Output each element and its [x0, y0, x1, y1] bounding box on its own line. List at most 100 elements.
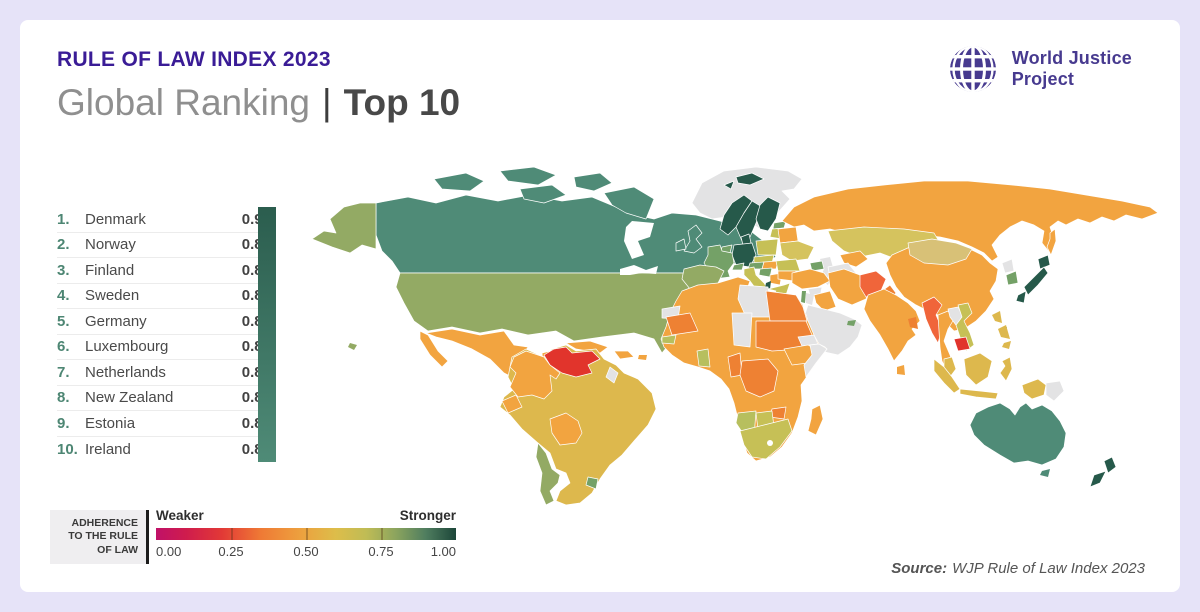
legend-endpoints: Weaker Stronger — [156, 508, 456, 523]
region-jordan — [806, 293, 814, 305]
region-caucasus — [809, 260, 825, 272]
legend-stronger-label: Stronger — [399, 508, 456, 523]
region-guianas — [605, 366, 619, 384]
region-somalia — [803, 343, 828, 378]
choropleth-map — [311, 166, 1159, 505]
region-north-korea — [1001, 258, 1015, 274]
region-cuba — [565, 340, 609, 354]
region-ukraine — [779, 240, 815, 262]
region-libya — [737, 284, 773, 318]
rank-number: 7. — [57, 363, 70, 381]
legend-tick-050: 0.50 — [293, 544, 319, 559]
region-egypt — [765, 290, 808, 322]
region-puerto-rico — [638, 355, 647, 360]
great-lakes — [620, 265, 658, 275]
wjp-logo: World Justice Project — [946, 42, 1132, 96]
region-senegal — [661, 334, 677, 345]
ranking-row: 2. Norway 0.89 — [57, 233, 271, 258]
legend-tickmark-75 — [381, 528, 383, 540]
region-romania — [775, 258, 801, 272]
region-java — [959, 388, 999, 400]
region-borneo — [963, 352, 993, 386]
region-mongolia — [907, 238, 973, 266]
region-canada-island4 — [573, 172, 613, 192]
region-australia — [969, 402, 1067, 466]
region-uk — [683, 224, 703, 254]
rank-number: 5. — [57, 312, 70, 330]
region-nz-south — [1089, 470, 1107, 488]
region-israel — [801, 291, 806, 303]
legend-label-line2: TO THE RULE — [68, 530, 138, 543]
region-baffin — [603, 186, 655, 220]
ranking-row: 9. Estonia 0.82 — [57, 411, 271, 437]
region-hispaniola — [613, 350, 635, 360]
rank-number: 10. — [57, 440, 78, 458]
title-bold: Top 10 — [343, 82, 461, 123]
region-turkey — [791, 268, 831, 290]
legend-scale: Weaker Stronger 0.00 0.25 0.50 0.75 1.00 — [156, 508, 456, 562]
ranking-row: 3. Finland 0.87 — [57, 258, 271, 284]
country-name: Denmark — [85, 210, 146, 228]
ranking-row: 1. Denmark 0.90 — [57, 207, 271, 233]
region-finland — [755, 196, 781, 232]
region-mauritania — [665, 312, 699, 336]
legend-tick-100: 1.00 — [430, 544, 456, 559]
region-japan-honshu — [1023, 266, 1049, 296]
logo-line1: World Justice — [1011, 48, 1132, 69]
region-philippines-luzon — [992, 311, 1002, 323]
country-name: Ireland — [85, 440, 131, 458]
region-sulawesi — [999, 356, 1013, 382]
region-uruguay — [585, 476, 599, 490]
region-chile — [535, 442, 561, 505]
region-canada-island2 — [499, 166, 557, 186]
ranking-row: 7. Netherlands 0.83 — [57, 360, 271, 386]
ranking-list: 1. Denmark 0.90 2. Norway 0.89 3. Finlan… — [57, 207, 271, 462]
legend-tick-075: 0.75 — [368, 544, 394, 559]
region-ghana — [696, 348, 711, 368]
region-nz-north — [1103, 456, 1117, 474]
region-hungary — [761, 260, 779, 270]
region-chad — [731, 312, 753, 348]
legend-divider — [146, 510, 149, 564]
region-iraq — [813, 290, 837, 312]
region-sumatra — [933, 358, 961, 394]
region-japan-hokkaido — [1037, 254, 1051, 270]
region-bangladesh — [908, 317, 918, 329]
rank-number: 2. — [57, 236, 70, 254]
title-light: Global Ranking — [57, 82, 310, 123]
region-colombia — [509, 350, 561, 400]
ranking-row: 10. Ireland 0.81 — [57, 437, 271, 463]
region-canada-island3 — [519, 184, 567, 204]
region-south-korea — [1005, 270, 1019, 286]
legend-tickmark-50 — [306, 528, 308, 540]
card: RULE OF LAW INDEX 2023 Global Ranking | To… — [20, 20, 1180, 592]
page-kicker: RULE OF LAW INDEX 2023 — [57, 48, 331, 71]
region-philippines-visayas — [998, 325, 1010, 339]
region-vietnam — [955, 302, 975, 352]
region-svalbard2 — [723, 180, 735, 190]
country-name: Finland — [85, 261, 135, 279]
region-new-guinea-west — [1021, 378, 1047, 400]
region-tasmania — [1040, 469, 1050, 477]
country-name: Sweden — [85, 287, 140, 305]
region-ecuador — [501, 394, 523, 414]
country-name: Estonia — [85, 414, 136, 432]
source-prefix: Source: — [891, 560, 948, 577]
legend-tick-labels: 0.00 0.25 0.50 0.75 1.00 — [156, 544, 456, 562]
country-name: Netherlands — [85, 363, 166, 381]
region-bolivia — [549, 412, 583, 446]
region-lesotho — [767, 440, 773, 446]
country-name: Luxembourg — [85, 338, 169, 356]
region-ireland — [675, 238, 687, 252]
ranking-row: 4. Sweden 0.85 — [57, 284, 271, 309]
region-svalbard — [735, 172, 765, 186]
region-iran — [827, 268, 871, 306]
region-canada-island1 — [433, 172, 485, 192]
legend-weaker-label: Weaker — [156, 508, 204, 523]
country-name: New Zealand — [85, 389, 174, 407]
title-separator: | — [321, 82, 332, 123]
ranking-bar — [258, 207, 276, 462]
rank-number: 3. — [57, 261, 70, 279]
region-drc — [739, 358, 779, 398]
